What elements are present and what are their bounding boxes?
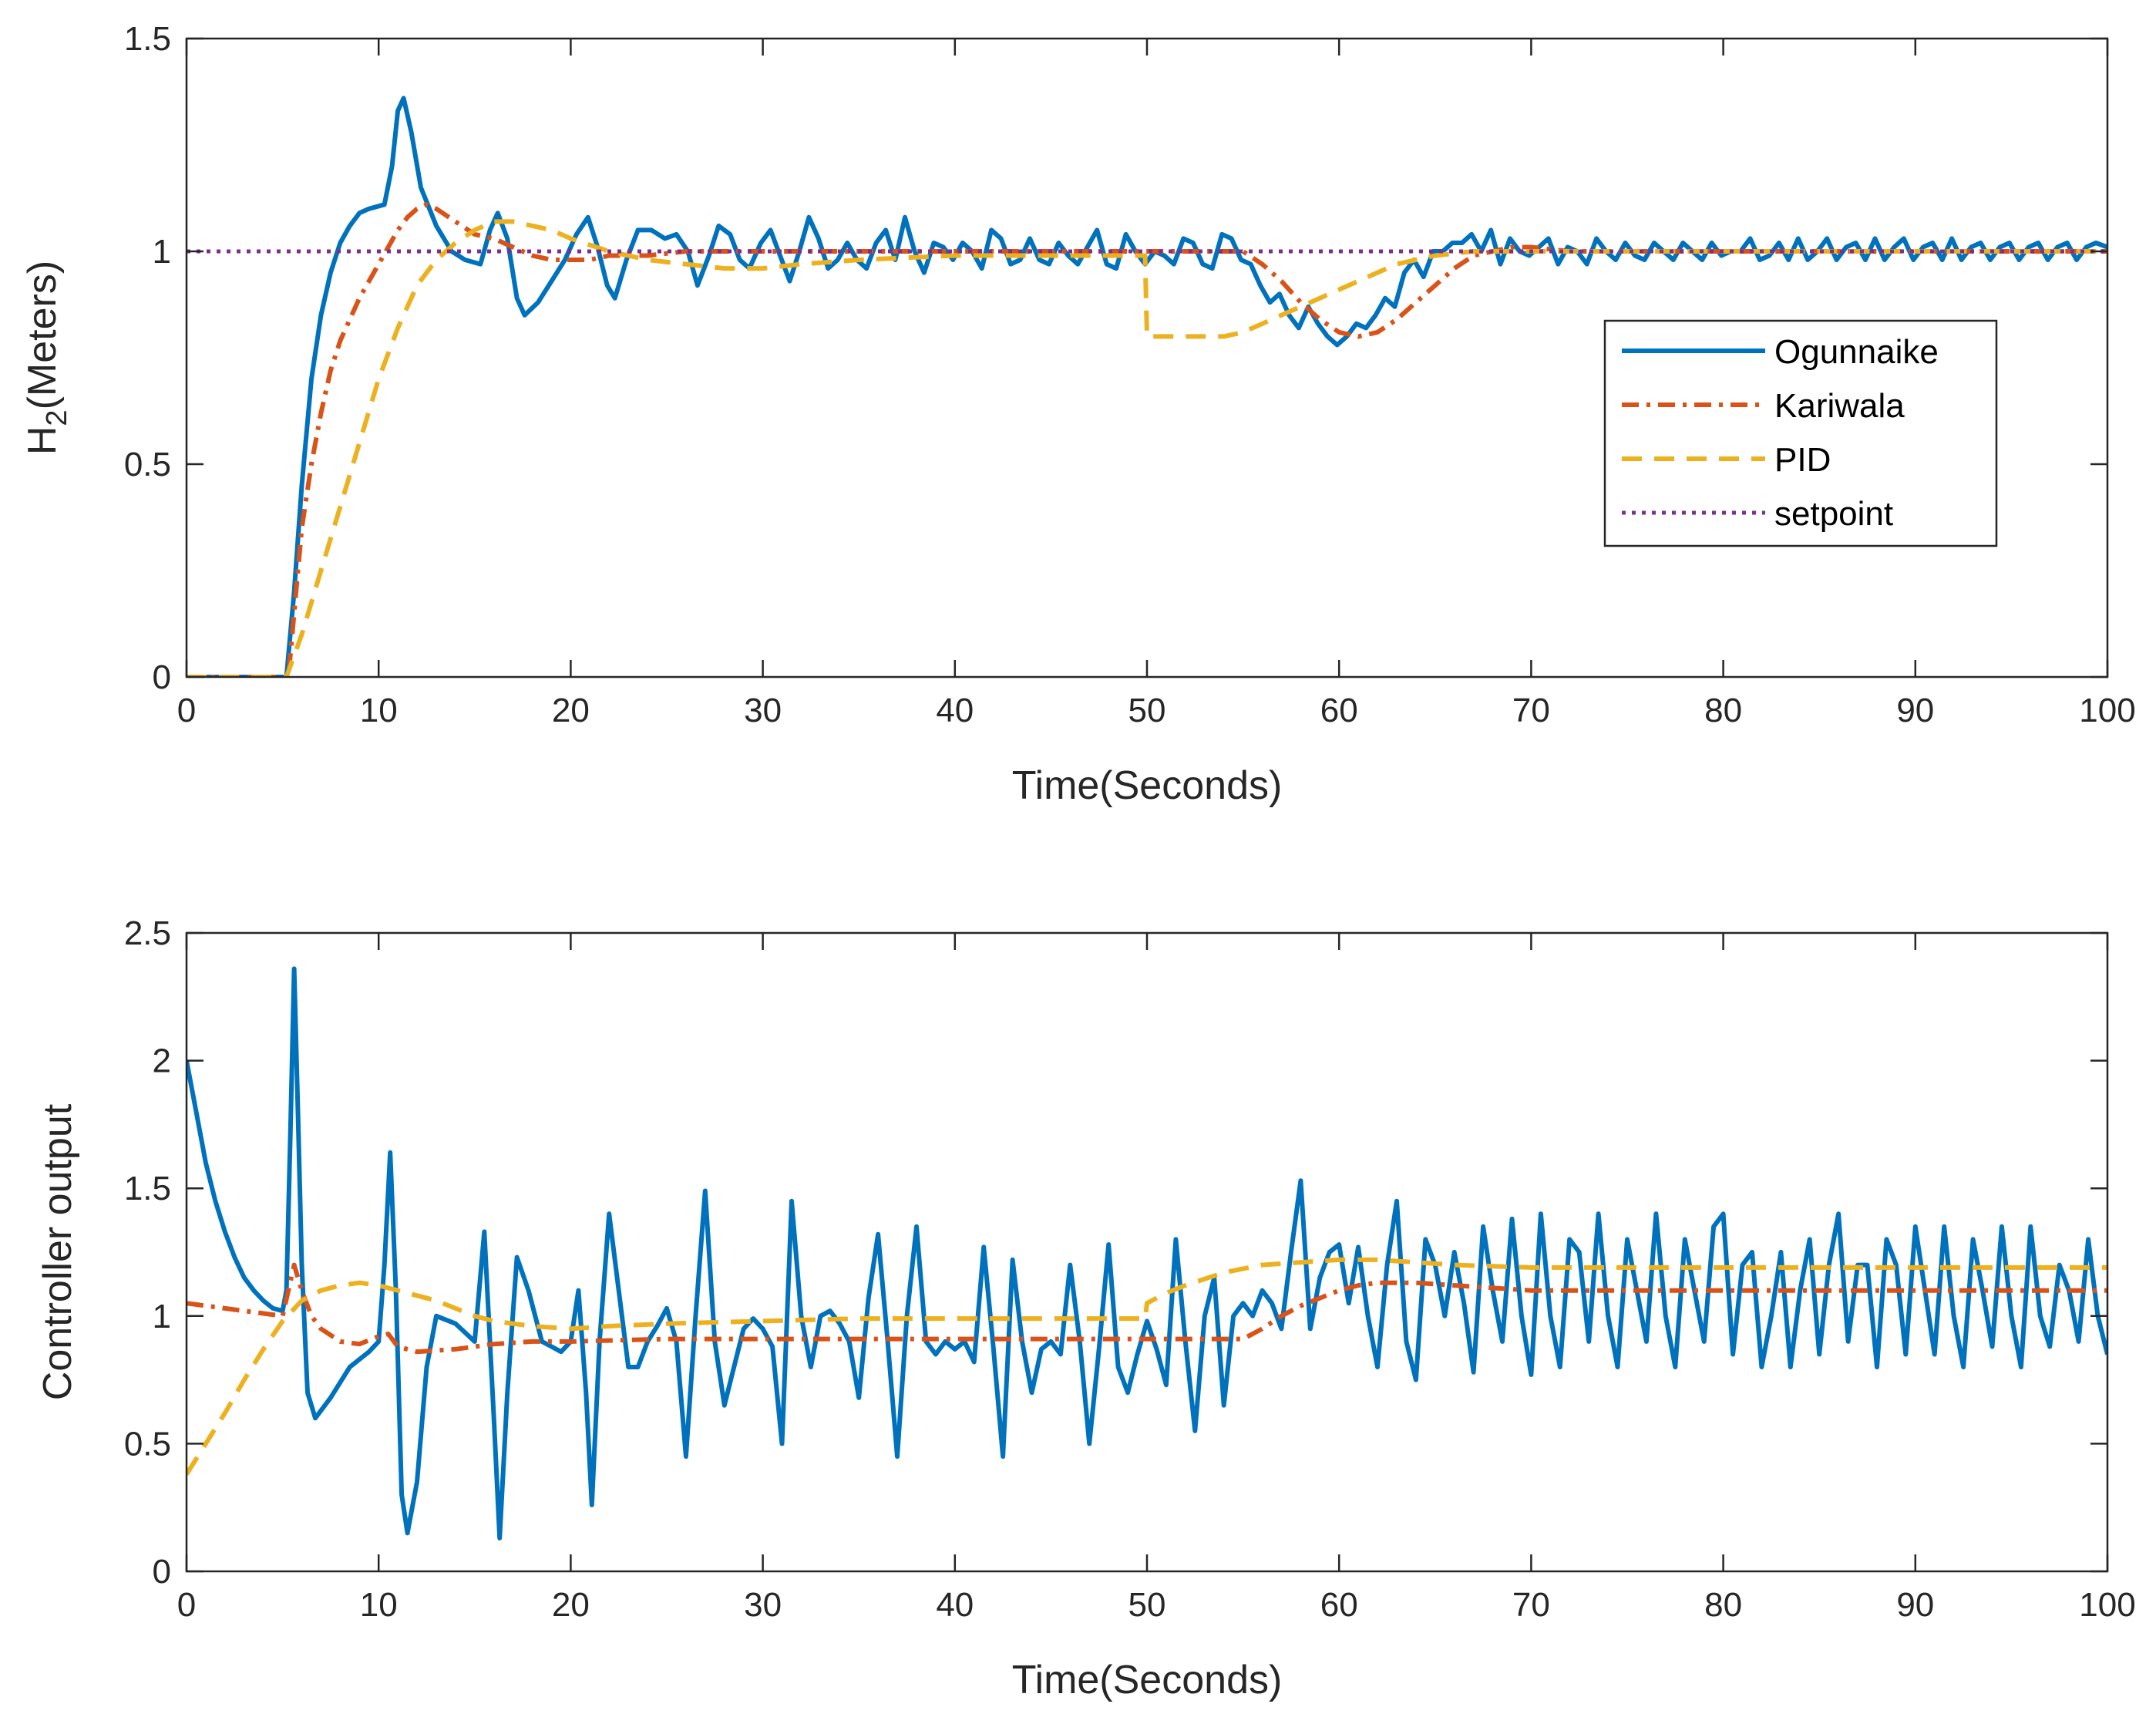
bottom-series-group	[187, 966, 2107, 1541]
top-subplot: 0 10 20 30 40 50 60 70 80 90 100 0 0.5 1 1.5 Time(Sec…	[20, 20, 2136, 808]
bottom-xtick-label: 90	[1896, 1586, 1934, 1624]
bottom-ytick-labels: 0 0.5 1 1.5 2 2.5	[124, 914, 171, 1591]
top-xtick-label: 40	[936, 692, 974, 729]
bottom-xtick-label: 40	[936, 1586, 974, 1624]
bottom-subplot: 0 10 20 30 40 50 60 70 80 90 100 0 0.5 1 1.5 2 2.5 Time…	[35, 914, 2136, 1702]
top-xtick-label: 90	[1896, 692, 1934, 729]
top-xtick-label: 10	[360, 692, 398, 729]
legend-box	[1603, 319, 1998, 547]
top-ytick-label: 1	[153, 233, 171, 271]
bottom-xtick-label: 60	[1320, 1586, 1358, 1624]
legend-label-pid: PID	[1774, 441, 1831, 479]
bottom-plot-area	[187, 933, 2107, 1571]
top-ytick-label: 0	[153, 658, 171, 696]
top-series-line-kariwala	[187, 202, 2107, 677]
top-xtick-labels: 0 10 20 30 40 50 60 70 80 90 100	[177, 692, 2136, 729]
top-xtick-label: 20	[552, 692, 590, 729]
top-xtick-label: 60	[1320, 692, 1358, 729]
top-x-axis-label: Time(Seconds)	[1012, 763, 1283, 808]
bottom-ytick-label: 0	[153, 1553, 171, 1591]
top-y-label-main: H	[20, 426, 65, 456]
bottom-series-line-kariwala	[187, 1262, 2107, 1355]
top-ytick-label: 0.5	[124, 446, 171, 483]
bottom-ytick-label: 2	[153, 1042, 171, 1080]
top-ytick-labels: 0 0.5 1 1.5	[124, 20, 171, 696]
top-y-label-subscript: 2	[41, 409, 73, 426]
bottom-axes-box	[185, 931, 2109, 1573]
bottom-series-line-pid	[187, 1257, 2107, 1476]
bottom-x-axis-label: Time(Seconds)	[1012, 1658, 1283, 1702]
bottom-xtick-label: 80	[1704, 1586, 1742, 1624]
bottom-ytick-label: 0.5	[124, 1425, 171, 1463]
top-ytick-label: 1.5	[124, 20, 171, 58]
bottom-xtick-labels: 0 10 20 30 40 50 60 70 80 90 100	[177, 1586, 2136, 1624]
legend-label-ogunnaike: Ogunnaike	[1774, 333, 1939, 371]
top-xtick-label: 70	[1512, 692, 1550, 729]
bottom-xtick-label: 100	[2079, 1586, 2135, 1624]
legend-label-setpoint: setpoint	[1774, 495, 1893, 533]
bottom-xtick-label: 50	[1128, 1586, 1166, 1624]
top-series-group	[187, 96, 2107, 677]
bottom-xtick-label: 70	[1512, 1586, 1550, 1624]
bottom-y-axis-label: Controller output	[35, 1103, 80, 1400]
top-xtick-label: 50	[1128, 692, 1166, 729]
bottom-xtick-label: 30	[744, 1586, 782, 1624]
bottom-xtick-label: 10	[360, 1586, 398, 1624]
top-y-label-rest: (Meters)	[20, 261, 65, 410]
top-xtick-label: 80	[1704, 692, 1742, 729]
top-axes-box	[185, 37, 2109, 679]
bottom-xtick-label: 0	[177, 1586, 196, 1624]
top-y-axis-label: H2(Meters)	[20, 261, 73, 455]
top-series-line-pid	[187, 219, 2107, 677]
bottom-ytick-label: 1	[153, 1298, 171, 1335]
top-xtick-label: 0	[177, 692, 196, 729]
bottom-ytick-label: 2.5	[124, 914, 171, 952]
top-xtick-label: 30	[744, 692, 782, 729]
top-xtick-label: 100	[2079, 692, 2135, 729]
bottom-xtick-label: 20	[552, 1586, 590, 1624]
bottom-ytick-label: 1.5	[124, 1170, 171, 1207]
legend: Ogunnaike Kariwala PID setpoint	[1603, 319, 1998, 547]
legend-label-kariwala: Kariwala	[1774, 387, 1905, 425]
